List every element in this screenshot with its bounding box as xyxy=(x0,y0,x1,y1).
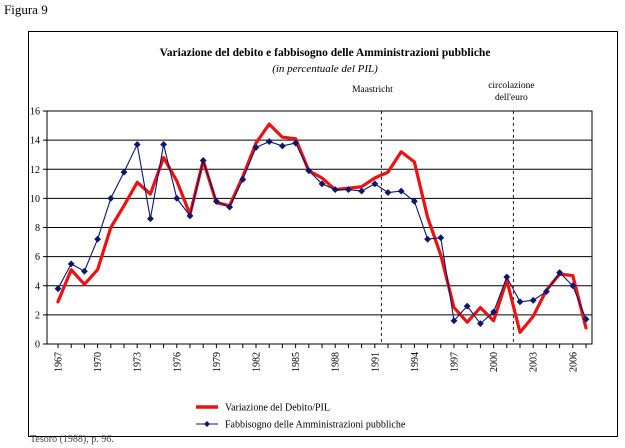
data-point-fabbisogno xyxy=(80,267,88,275)
legend: Variazione del Debito/PIL Fabbisogno dell… xyxy=(196,403,406,431)
data-point-fabbisogno xyxy=(239,176,247,183)
chart-subtitle: (in percentuale del PIL) xyxy=(272,63,378,75)
data-point-fabbisogno xyxy=(569,282,577,290)
data-point-fabbisogno xyxy=(516,298,524,306)
legend-label-fabbisogno: Fabbisogno delle Amministrazioni pubblic… xyxy=(225,420,406,431)
data-point-fabbisogno xyxy=(437,234,445,242)
chart-title: Variazione del debito e fabbisogno delle… xyxy=(160,47,491,59)
x-tick-label: 2006 xyxy=(568,352,579,372)
data-point-fabbisogno xyxy=(292,139,300,147)
y-tick-label: 8 xyxy=(35,223,40,234)
x-tick-label: 1979 xyxy=(212,352,223,372)
x-tick-label: 1982 xyxy=(252,352,263,372)
axis-layer: 0 2 4 6 8 10 12 14 16 1967 1970 1973 1976 1979 1982 198… xyxy=(30,107,587,372)
y-tick-label: 4 xyxy=(35,281,40,292)
data-point-fabbisogno xyxy=(344,186,352,194)
data-point-fabbisogno xyxy=(358,187,366,195)
y-tick-label: 12 xyxy=(30,165,40,176)
data-point-fabbisogno xyxy=(226,203,234,211)
data-point-fabbisogno xyxy=(542,288,550,295)
x-tick-label: 1967 xyxy=(54,352,65,372)
data-point-fabbisogno xyxy=(107,194,115,202)
data-point-fabbisogno xyxy=(146,215,154,223)
data-point-fabbisogno xyxy=(54,285,62,293)
y-tick-label: 14 xyxy=(30,136,40,147)
data-point-fabbisogno xyxy=(529,296,537,304)
data-point-fabbisogno xyxy=(252,143,260,151)
data-point-fabbisogno xyxy=(265,138,273,146)
data-point-fabbisogno xyxy=(424,235,432,243)
data-point-fabbisogno xyxy=(305,167,313,175)
series-layer xyxy=(54,122,590,334)
data-point-fabbisogno xyxy=(133,141,141,148)
x-tick-label: 1985 xyxy=(291,352,302,372)
data-point-fabbisogno xyxy=(199,157,207,164)
x-tick-label: 1973 xyxy=(133,352,144,372)
data-point-fabbisogno xyxy=(120,168,128,176)
data-point-fabbisogno xyxy=(173,194,181,202)
data-point-fabbisogno xyxy=(278,142,286,150)
data-point-fabbisogno xyxy=(186,212,194,220)
chart-frame xyxy=(28,31,618,437)
data-point-fabbisogno xyxy=(410,197,418,205)
grid-layer xyxy=(46,110,593,345)
data-point-fabbisogno xyxy=(318,180,326,188)
data-point-fabbisogno xyxy=(384,189,392,196)
data-point-fabbisogno xyxy=(450,317,458,325)
x-tick-label: 2000 xyxy=(489,352,500,372)
legend-label-debito: Variazione del Debito/PIL xyxy=(225,403,330,414)
data-point-fabbisogno xyxy=(503,273,511,281)
x-tick-label: 1997 xyxy=(450,352,461,372)
x-tick-label: 1991 xyxy=(370,352,381,372)
x-tick-label: 1988 xyxy=(331,352,342,372)
y-tick-label: 2 xyxy=(35,310,40,321)
data-point-fabbisogno xyxy=(160,141,168,148)
series-line-debito xyxy=(56,122,588,334)
figure-label: Figura 9 xyxy=(4,2,48,17)
footnote-cut-text: Tesoro (1988), p. 96. xyxy=(30,434,114,445)
y-tick-label: 10 xyxy=(30,194,40,205)
data-point-fabbisogno xyxy=(490,308,498,316)
y-tick-label: 16 xyxy=(30,107,40,118)
annotation-label: Maastricht xyxy=(352,85,393,95)
data-point-fabbisogno xyxy=(371,180,379,188)
data-point-fabbisogno xyxy=(582,315,590,323)
data-point-fabbisogno xyxy=(94,235,102,243)
legend-marker-fabbisogno xyxy=(204,421,210,427)
annotation-label: circolazione xyxy=(488,81,534,91)
data-point-fabbisogno xyxy=(476,320,484,328)
data-point-fabbisogno xyxy=(397,187,405,195)
x-tick-label: 1970 xyxy=(93,352,104,372)
data-point-fabbisogno xyxy=(67,260,75,268)
y-tick-label: 6 xyxy=(35,252,40,263)
x-tick-label: 2003 xyxy=(529,352,540,372)
y-tick-label: 0 xyxy=(35,340,40,351)
annotation-label: dell'euro xyxy=(495,93,528,103)
x-tick-label: 1976 xyxy=(172,352,183,372)
data-point-fabbisogno xyxy=(463,302,471,310)
data-point-fabbisogno xyxy=(556,269,564,277)
label-layer: Variazione del debito e fabbisogno delle… xyxy=(160,47,535,103)
data-point-fabbisogno xyxy=(212,197,220,205)
x-tick-label: 1994 xyxy=(410,352,421,372)
data-point-fabbisogno xyxy=(331,186,339,194)
